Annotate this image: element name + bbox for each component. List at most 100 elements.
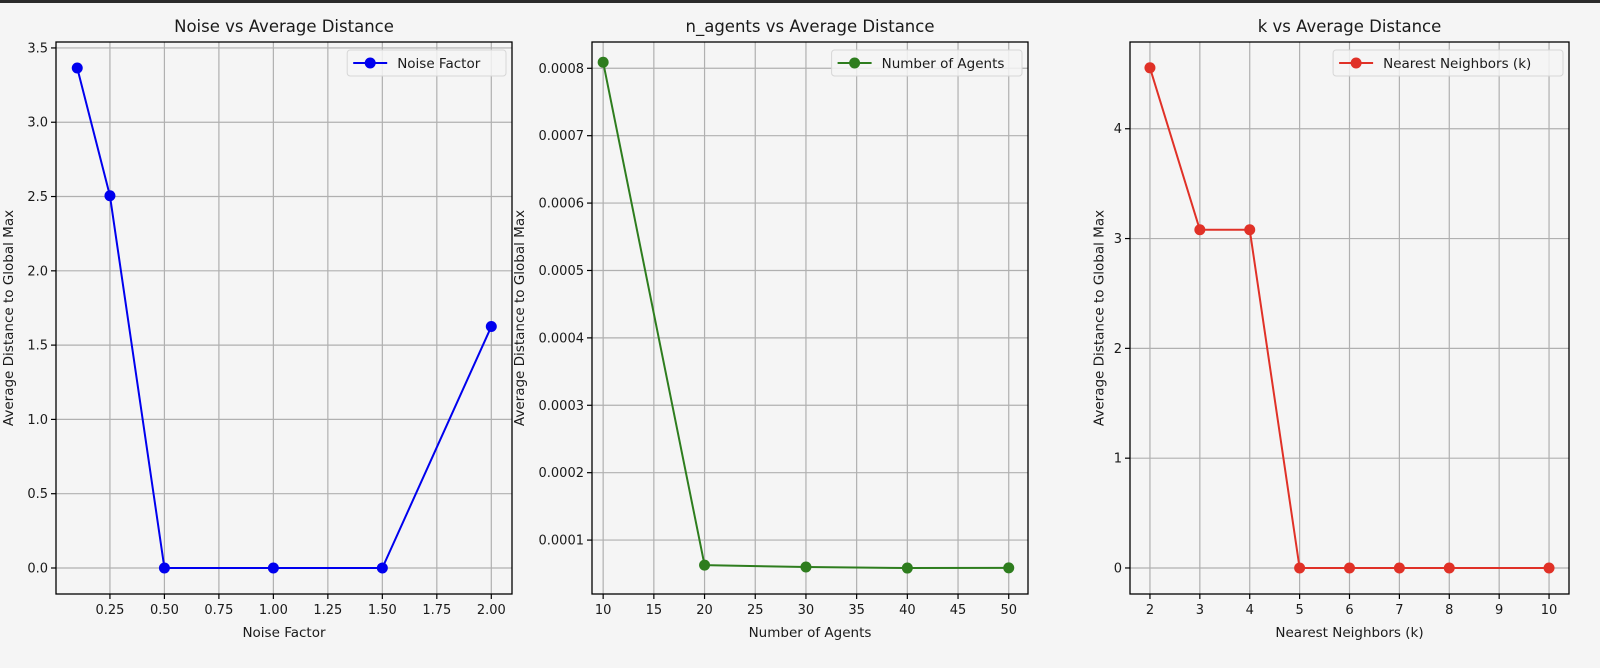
legend-label: Nearest Neighbors (k)	[1383, 56, 1531, 72]
x-tick-label: 25	[747, 603, 764, 618]
legend-marker-icon	[1350, 57, 1362, 69]
data-point-marker	[376, 562, 388, 574]
x-tick-label: 7	[1395, 603, 1403, 618]
y-tick-label: 3.0	[27, 116, 48, 131]
data-point-marker	[267, 562, 279, 574]
legend-box	[346, 49, 507, 77]
data-point-marker	[71, 62, 83, 74]
x-tick-label: 2.00	[477, 603, 506, 618]
x-tick-label: 9	[1495, 603, 1503, 618]
y-tick-label: 3	[1114, 232, 1122, 247]
y-tick-label: 1.5	[27, 339, 48, 354]
grid	[56, 42, 512, 594]
legend-box	[831, 49, 1023, 77]
x-tick-label: 4	[1246, 603, 1254, 618]
legend-box	[1332, 49, 1564, 77]
y-tick-label: 0.0002	[539, 466, 585, 481]
axis-ticks: 2 3 4 5 6 7 8 9 10 0 1 2 3 4	[1114, 122, 1558, 618]
y-tick-label: 0.0005	[539, 264, 585, 279]
y-tick-label: 2.5	[27, 190, 48, 205]
x-tick-label: 10	[1541, 603, 1558, 618]
legend-marker-icon	[364, 57, 376, 69]
x-tick-label: 20	[696, 603, 713, 618]
y-tick-label: 0.0001	[539, 534, 585, 549]
window-top-bar	[0, 0, 1600, 3]
data-series	[71, 62, 497, 574]
x-tick-label: 1.50	[368, 603, 397, 618]
y-tick-label: 0.0008	[539, 62, 585, 77]
data-point-marker	[597, 56, 609, 68]
x-axis-label: Nearest Neighbors (k)	[1275, 625, 1423, 641]
x-tick-label: 0.75	[204, 603, 233, 618]
data-point-marker	[158, 562, 170, 574]
y-tick-label: 0.0006	[539, 197, 585, 212]
data-point-marker	[901, 562, 913, 574]
legend-label: Noise Factor	[397, 56, 481, 72]
y-tick-label: 0.0003	[539, 399, 585, 414]
legend: Number of Agents	[831, 49, 1023, 77]
y-tick-label: 3.5	[27, 41, 48, 56]
data-point-marker	[1144, 62, 1156, 74]
x-tick-label: 30	[798, 603, 815, 618]
x-tick-label: 1.25	[313, 603, 342, 618]
series-line	[1148, 67, 1550, 569]
x-tick-label: 50	[1000, 603, 1017, 618]
data-point-marker	[1393, 562, 1405, 574]
data-point-marker	[1003, 562, 1015, 574]
data-series	[597, 56, 1015, 574]
data-point-marker	[1543, 562, 1555, 574]
y-tick-label: 0.0004	[539, 331, 585, 346]
x-tick-label: 3	[1196, 603, 1204, 618]
data-point-marker	[104, 190, 116, 202]
y-tick-label: 1	[1114, 452, 1122, 467]
x-tick-label: 45	[950, 603, 967, 618]
chart-title: n_agents vs Average Distance	[686, 17, 935, 37]
y-tick-label: 0.5	[27, 487, 48, 502]
y-tick-label: 0	[1114, 561, 1122, 576]
x-tick-label: 0.25	[95, 603, 124, 618]
data-point-marker	[485, 321, 497, 333]
plot-frame	[55, 41, 513, 595]
legend-marker-icon	[849, 57, 861, 69]
data-point-marker	[1244, 224, 1256, 236]
plot-frame	[1129, 41, 1570, 595]
axis-ticks: 0.25 0.50 0.75 1.00 1.25 1.50 1.75 2.00 0.0 0.5 1.…	[27, 41, 505, 618]
grid	[592, 42, 1028, 594]
y-axis-label: Average Distance to Global Max	[512, 210, 528, 426]
subplot-k: k vs Average Distance Nearest Neighbors …	[1092, 17, 1570, 641]
data-point-marker	[1294, 562, 1306, 574]
chart-title: Noise vs Average Distance	[174, 17, 394, 36]
grid	[1130, 42, 1569, 594]
y-tick-label: 0.0007	[539, 129, 585, 144]
x-axis-label: Number of Agents	[749, 625, 872, 641]
x-tick-label: 40	[899, 603, 916, 618]
x-tick-label: 1.75	[422, 603, 451, 618]
x-axis-label: Noise Factor	[242, 625, 326, 641]
x-tick-label: 1.00	[259, 603, 288, 618]
y-tick-label: 4	[1114, 122, 1122, 137]
data-point-marker	[1344, 562, 1355, 574]
legend: Nearest Neighbors (k)	[1332, 49, 1564, 77]
x-tick-label: 0.50	[150, 603, 179, 618]
axis-ticks: 10 15 20 25 30 35 40 45 50 0.0001 0.0002 0.0003 0.00…	[539, 62, 1018, 618]
legend: Noise Factor	[346, 49, 507, 77]
x-tick-label: 6	[1345, 603, 1353, 618]
series-line	[76, 67, 493, 569]
data-series	[1144, 62, 1555, 574]
data-point-marker	[1443, 562, 1455, 574]
subplot-noise: Noise vs Average Distance Noise Factor A…	[1, 17, 513, 641]
subplot-n-agents: n_agents vs Average Distance Number of A…	[512, 17, 1029, 641]
y-tick-label: 2	[1114, 342, 1122, 357]
x-tick-label: 15	[646, 603, 663, 618]
chart-title: k vs Average Distance	[1258, 17, 1442, 36]
plot-frame	[591, 41, 1029, 595]
y-tick-label: 2.0	[27, 264, 48, 279]
x-tick-label: 2	[1146, 603, 1154, 618]
y-tick-label: 0.0	[27, 561, 48, 576]
x-tick-label: 35	[848, 603, 865, 618]
x-tick-label: 8	[1445, 603, 1453, 618]
y-axis-label: Average Distance to Global Max	[1092, 210, 1108, 426]
y-tick-label: 1.0	[27, 413, 48, 428]
y-axis-label: Average Distance to Global Max	[1, 210, 17, 426]
